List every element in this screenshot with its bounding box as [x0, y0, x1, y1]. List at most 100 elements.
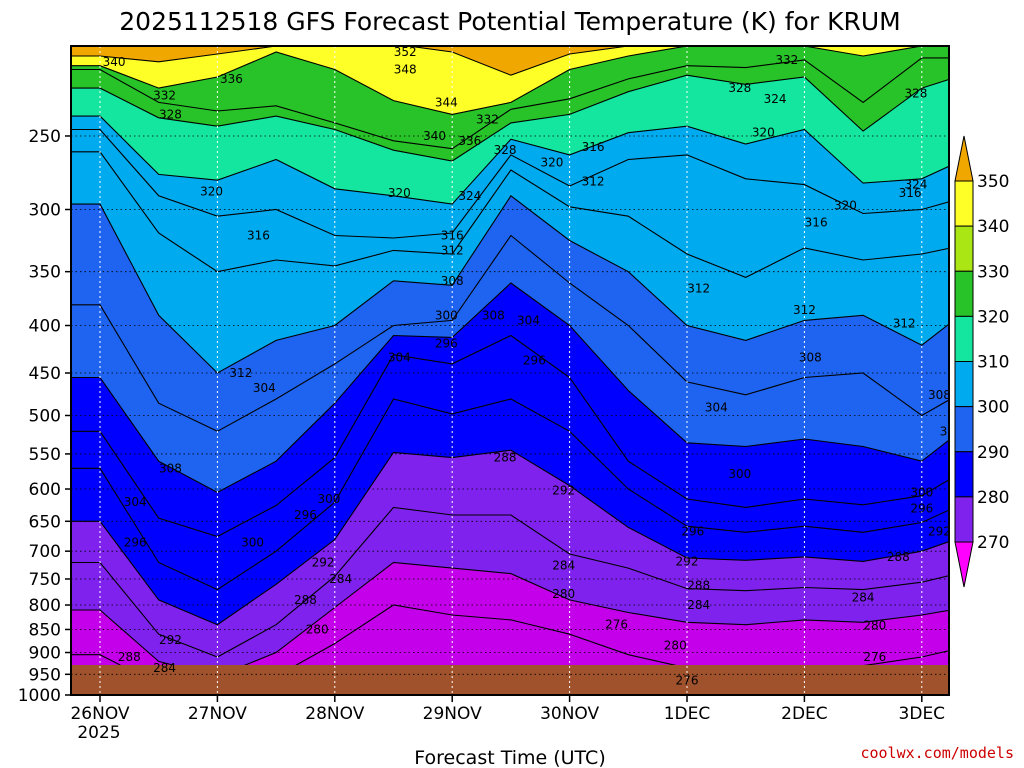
contour-label-288: 288: [887, 550, 910, 564]
y-tick-label-850: 850: [29, 620, 61, 640]
contour-label-296: 296: [681, 525, 704, 539]
contour-label-280: 280: [552, 587, 575, 601]
contour-label-344: 344: [435, 95, 458, 109]
colorbar-min-arrow: [954, 541, 974, 588]
contour-label-296: 296: [523, 353, 546, 367]
x-tick-label-1DEC: 1DEC: [664, 704, 711, 724]
y-tick-label-650: 650: [29, 512, 61, 532]
contour-label-308: 308: [928, 388, 951, 402]
contour-label-336: 336: [458, 134, 481, 148]
contour-label-312: 312: [582, 175, 605, 189]
contour-label-300: 300: [910, 485, 933, 499]
isentrope-304: [71, 234, 949, 432]
y-tick-label-950: 950: [29, 665, 61, 685]
y-tick-label-750: 750: [29, 570, 61, 590]
contour-label-292: 292: [552, 483, 575, 497]
isentrope-312: [71, 151, 949, 279]
y-tick-label-250: 250: [29, 127, 61, 147]
contour-label-288: 288: [494, 451, 517, 465]
contour-label-320: 320: [752, 126, 775, 140]
contour-label-352: 352: [394, 45, 417, 59]
contour-label-320: 320: [541, 156, 564, 170]
contour-label-328: 328: [494, 143, 517, 157]
contour-label-284: 284: [153, 661, 176, 675]
isentrope-328: [71, 74, 949, 162]
contour-label-348: 348: [394, 62, 417, 76]
y-tick-label-600: 600: [29, 480, 61, 500]
contour-label-320: 320: [388, 186, 411, 200]
contour-label-304: 304: [940, 424, 963, 438]
contour-label-280: 280: [664, 639, 687, 653]
contour-label-308: 308: [482, 308, 505, 322]
contour-label-284: 284: [329, 572, 352, 586]
contour-label-292: 292: [928, 525, 951, 539]
colorbar-box-300: [954, 361, 974, 408]
contour-label-284: 284: [552, 558, 575, 572]
colorbar-box-310: [954, 315, 974, 362]
contour-label-312: 312: [229, 366, 252, 380]
x-tick-label-29NOV: 29NOV: [423, 704, 482, 724]
y-tick-label-550: 550: [29, 445, 61, 465]
contour-label-336: 336: [220, 72, 243, 86]
x-tick-label-28NOV: 28NOV: [305, 704, 364, 724]
contour-label-284: 284: [687, 598, 710, 612]
isentrope-340: [71, 46, 949, 115]
contour-label-292: 292: [159, 633, 182, 647]
colorbar-label-350: 350: [977, 172, 1009, 192]
contour-label-292: 292: [676, 554, 699, 568]
contour-label-316: 316: [247, 229, 270, 243]
colorbar-box-320: [954, 270, 974, 317]
y-tick-label-700: 700: [29, 542, 61, 562]
contour-label-308: 308: [441, 274, 464, 288]
colorbar-label-320: 320: [977, 307, 1009, 327]
contour-label-280: 280: [306, 622, 329, 636]
isentrope-300: [71, 282, 949, 494]
isentrope-284: [71, 506, 949, 658]
contour-label-312: 312: [687, 282, 710, 296]
contour-label-304: 304: [253, 381, 276, 395]
contour-label-328: 328: [728, 81, 751, 95]
contour-label-316: 316: [582, 140, 605, 154]
chart-title: 2025112518 GFS Forecast Potential Temper…: [119, 7, 900, 36]
y-tick-label-1000: 1000: [18, 686, 61, 706]
ground-terrain: [71, 665, 949, 695]
contour-label-296: 296: [294, 508, 317, 522]
contour-label-304: 304: [705, 400, 728, 414]
contour-label-276: 276: [863, 650, 886, 664]
contour-label-304: 304: [124, 495, 147, 509]
contour-label-288: 288: [687, 578, 710, 592]
isentrope-316: [71, 128, 949, 239]
x-tick-label-2DEC: 2DEC: [781, 704, 828, 724]
contour-label-300: 300: [241, 535, 264, 549]
contour-label-296: 296: [124, 535, 147, 549]
contour-label-324: 324: [764, 92, 787, 106]
x-axis-label: Forecast Time (UTC): [414, 747, 605, 768]
colorbar-label-300: 300: [977, 398, 1009, 418]
contour-label-304: 304: [388, 350, 411, 364]
contour-label-316: 316: [899, 186, 922, 200]
contour-label-340: 340: [103, 55, 126, 69]
colorbar-box-290: [954, 406, 974, 453]
isentrope-288: [71, 449, 949, 626]
contour-label-296: 296: [910, 502, 933, 516]
colorbar-box-270: [954, 496, 974, 543]
y-tick-label-500: 500: [29, 406, 61, 426]
y-tick-label-300: 300: [29, 201, 61, 221]
contour-label-324: 324: [904, 178, 927, 192]
contour-label-324: 324: [458, 189, 481, 203]
isentrope-352: [71, 46, 949, 76]
x-tick-label-3DEC: 3DEC: [899, 704, 946, 724]
contour-label-332: 332: [476, 113, 499, 127]
colorbar-label-310: 310: [977, 353, 1009, 373]
contour-label-332: 332: [775, 53, 798, 67]
contour-label-288: 288: [118, 650, 141, 664]
contour-label-300: 300: [317, 492, 340, 506]
contour-label-288: 288: [294, 593, 317, 607]
y-tick-label-450: 450: [29, 364, 61, 384]
contour-label-276: 276: [605, 618, 628, 632]
colorbar-box-330: [954, 225, 974, 272]
contour-label-284: 284: [852, 590, 875, 604]
isentrope-332: [71, 57, 949, 150]
x-tick-label-26NOV: 26NOV: [70, 704, 129, 724]
